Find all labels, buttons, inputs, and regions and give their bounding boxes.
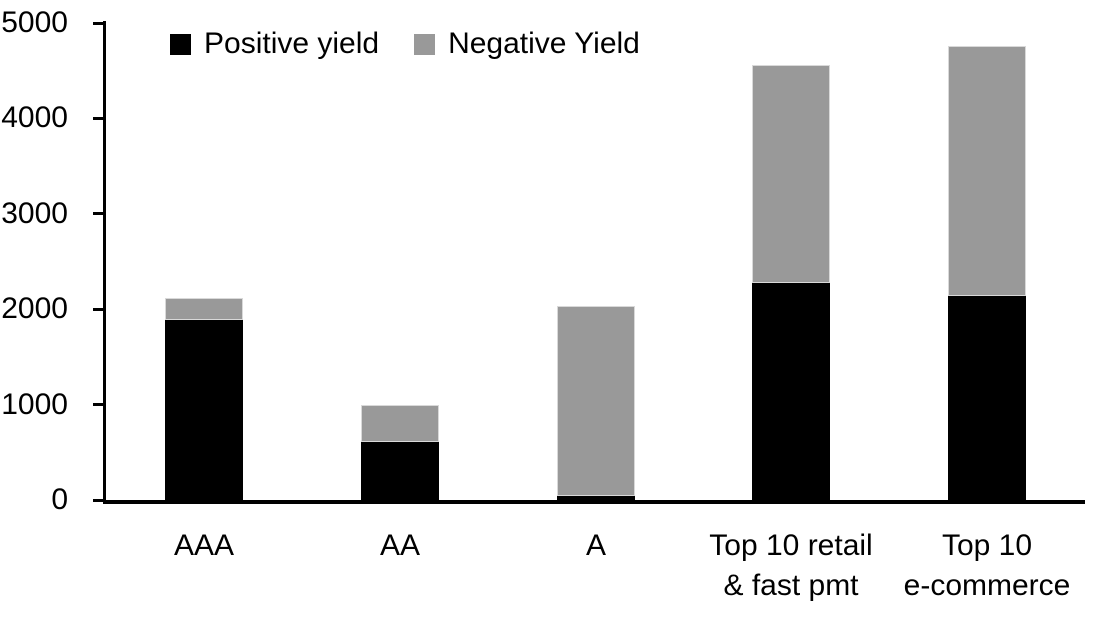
y-axis-tick-label: 1000 bbox=[1, 388, 68, 421]
legend-item-positive-yield: Positive yield bbox=[170, 27, 379, 61]
x-axis-label: Top 10 retail & fast pmt bbox=[693, 526, 889, 606]
x-axis-label-line: A bbox=[585, 529, 606, 562]
y-tick-mark bbox=[93, 22, 103, 25]
negative-yield-swatch-icon bbox=[414, 33, 436, 55]
bar-segment-negative bbox=[361, 405, 439, 442]
legend-label-negative-yield: Negative Yield bbox=[448, 27, 640, 60]
y-axis-tick-label: 0 bbox=[51, 483, 68, 516]
y-axis-tick-label: 5000 bbox=[1, 6, 68, 39]
positive-yield-swatch-icon bbox=[170, 33, 191, 55]
legend-label-positive-yield: Positive yield bbox=[204, 27, 380, 60]
x-axis-label-line: & fast pmt bbox=[723, 569, 859, 602]
bar-segment-negative bbox=[752, 65, 830, 283]
y-tick-mark bbox=[93, 308, 103, 311]
x-axis-label: AA bbox=[302, 526, 498, 566]
x-axis-label-line: Top 10 bbox=[941, 529, 1033, 562]
legend-item-negative-yield: Negative Yield bbox=[414, 27, 640, 61]
x-axis-label-line: e-commerce bbox=[903, 569, 1071, 602]
bar-segment-positive bbox=[752, 283, 830, 500]
y-tick-mark bbox=[93, 499, 103, 502]
bar-segment-negative bbox=[948, 46, 1026, 296]
bar-segment-negative bbox=[557, 306, 635, 496]
bar-segment-negative bbox=[165, 298, 243, 320]
x-axis-label-line: AA bbox=[379, 529, 421, 562]
bar-segment-positive bbox=[165, 320, 243, 500]
x-axis-label-line: Top 10 retail bbox=[709, 529, 873, 562]
y-tick-mark bbox=[93, 212, 103, 215]
y-axis-tick-label: 2000 bbox=[1, 292, 68, 325]
bar-segment-positive bbox=[361, 442, 439, 500]
y-axis-tick-label: 3000 bbox=[1, 197, 68, 230]
bar-segment-positive bbox=[557, 496, 635, 500]
y-tick-mark bbox=[93, 403, 103, 406]
x-axis-label: A bbox=[498, 526, 694, 566]
bar-segment-positive bbox=[948, 296, 1026, 500]
x-axis-line bbox=[103, 500, 1085, 504]
x-axis-label-line: AAA bbox=[173, 529, 235, 562]
legend: Positive yield Negative Yield bbox=[170, 27, 640, 61]
x-axis-label: AAA bbox=[106, 526, 302, 566]
x-axis-label: Top 10 e-commerce bbox=[889, 526, 1085, 606]
y-tick-mark bbox=[93, 117, 103, 120]
y-axis-tick-label: 4000 bbox=[1, 101, 68, 134]
y-axis-line bbox=[103, 21, 106, 504]
